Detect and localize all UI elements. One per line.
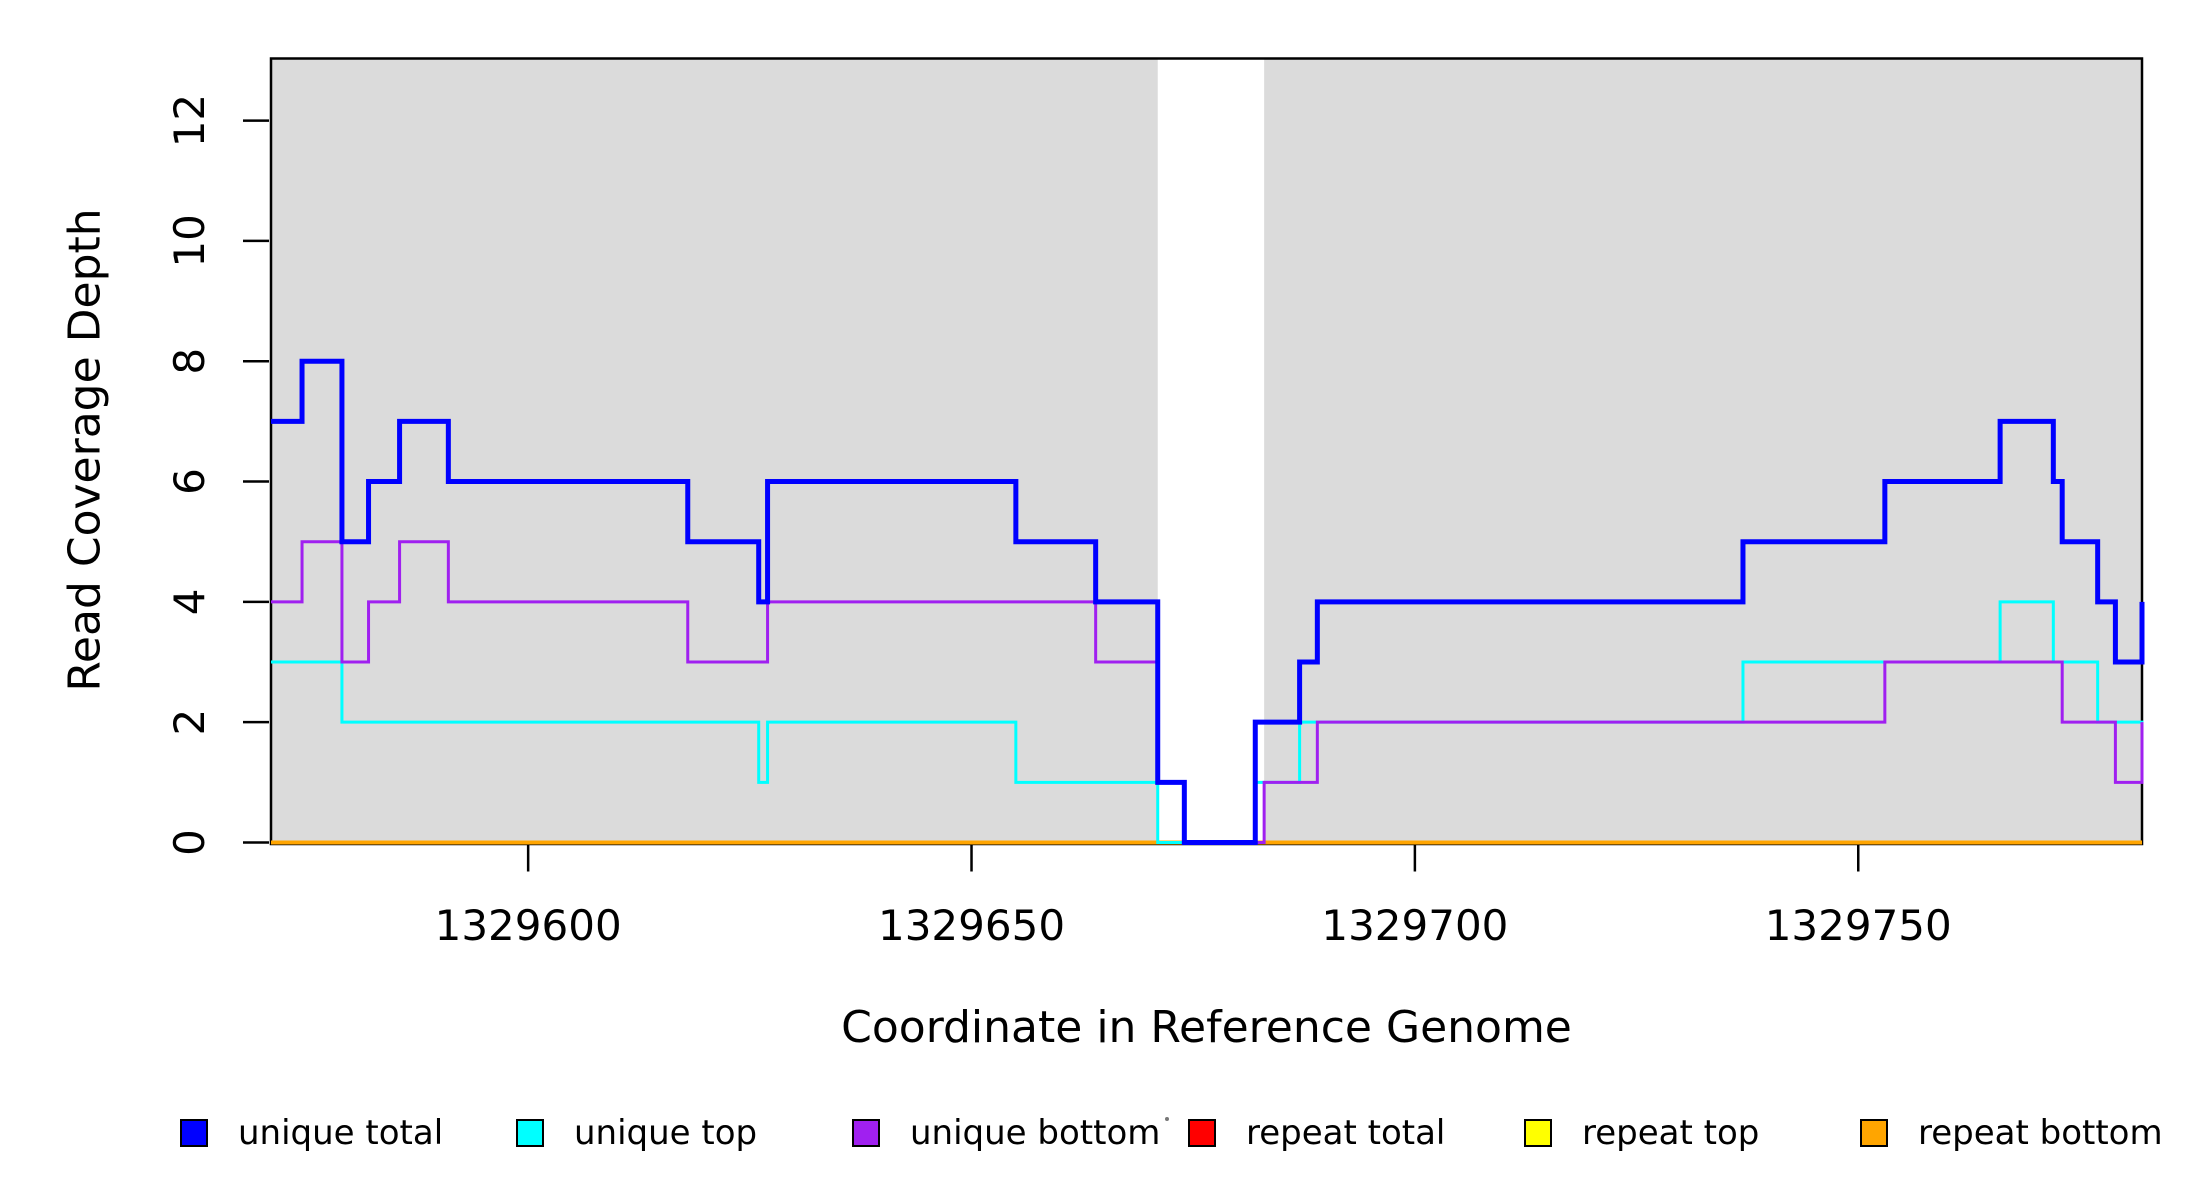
y-tick-label: 4 [165,588,214,615]
legend-item-unique-top: unique top [516,1113,758,1153]
legend-swatch-unique-total [180,1119,208,1147]
legend-item-unique-bottom: unique bottom [852,1113,1161,1153]
y-tick-label: 0 [165,829,214,856]
legend-item-repeat-top: repeat top [1524,1113,1760,1153]
y-tick-label: 12 [165,94,214,147]
legend-item-unique-total: unique total [180,1113,444,1153]
legend-item-repeat-bottom: repeat bottom [1860,1113,2163,1153]
legend-label: repeat total [1246,1113,1446,1153]
legend-swatch-unique-bottom [852,1119,880,1147]
x-tick-label: 1329650 [878,901,1065,950]
series-line-unique-total [271,358,2145,845]
stray-dot [1165,1117,1169,1121]
legend-label: unique bottom [910,1113,1161,1153]
x-axis-title: Coordinate in Reference Genome [841,1002,1572,1053]
legend-label: unique top [574,1113,758,1153]
x-tick-label: 1329600 [435,901,622,950]
y-tick-label: 2 [165,709,214,736]
legend-label: unique total [238,1113,444,1153]
legend-swatch-repeat-bottom [1860,1119,1888,1147]
legend-swatch-repeat-total [1188,1119,1216,1147]
coverage-plot: 1329600 1329650 1329700 1329750 0 2 4 6 8 10 12 [165,57,2145,950]
y-tick-label: 6 [165,468,214,495]
shaded-region [1264,58,2142,844]
y-axis-title: Read Coverage Depth [59,208,111,692]
y-tick-label: 10 [165,214,214,267]
legend-swatch-unique-top [516,1119,544,1147]
shaded-region [271,58,1158,844]
x-tick-label: 1329700 [1321,901,1508,950]
legend-swatch-repeat-top [1524,1119,1552,1147]
legend-label: repeat top [1582,1113,1760,1153]
y-tick-label: 8 [165,348,214,375]
legend-item-repeat-total: repeat total [1188,1113,1446,1153]
x-tick-label: 1329750 [1765,901,1952,950]
series-line-unique-bottom [271,540,2144,844]
legend-label: repeat bottom [1918,1113,2163,1153]
